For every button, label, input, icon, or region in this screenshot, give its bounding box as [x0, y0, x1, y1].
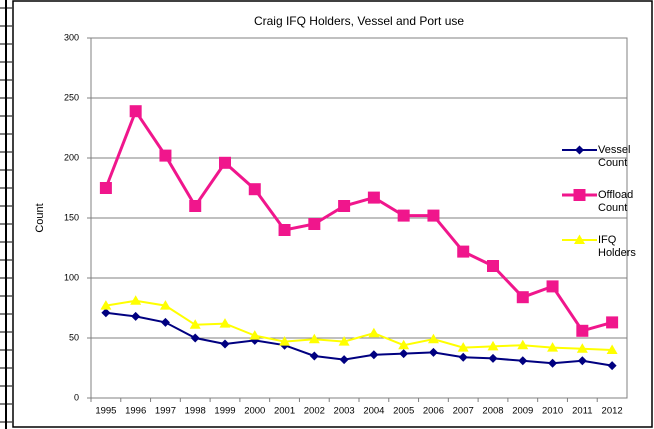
point [458, 352, 468, 362]
point [308, 218, 321, 230]
point [279, 336, 291, 346]
y-tick-label: 250 [64, 92, 79, 102]
chart-title: Craig IFQ Holders, Vessel and Port use [254, 14, 464, 28]
x-tick-label: 2010 [542, 406, 563, 417]
point [397, 209, 410, 222]
x-tick-label: 2002 [304, 406, 325, 417]
point [399, 349, 409, 359]
x-tick-label: 2005 [393, 406, 414, 417]
point [160, 317, 170, 327]
legend-label: Offload Count [598, 189, 634, 214]
point [428, 347, 438, 357]
point [547, 342, 559, 352]
x-tick-label: 1997 [155, 406, 176, 417]
point [338, 336, 350, 346]
point [548, 358, 558, 368]
point [100, 300, 112, 310]
point [369, 350, 379, 360]
point [278, 224, 291, 236]
point [576, 324, 589, 337]
point [457, 342, 469, 352]
x-tick-label: 2008 [482, 406, 503, 417]
point [457, 245, 470, 258]
point [130, 295, 142, 305]
legend-label: IFQ Holders [598, 234, 636, 259]
point [573, 189, 586, 201]
point [101, 308, 111, 318]
x-tick-label: 2004 [363, 406, 384, 417]
y-tick-label: 100 [64, 272, 79, 282]
point [367, 191, 380, 204]
point [427, 333, 439, 344]
point [189, 319, 201, 329]
edge-ticks [0, 7, 12, 423]
x-tick-label: 2006 [423, 406, 444, 417]
point [488, 353, 498, 363]
x-tick-label: 1999 [214, 406, 235, 417]
point [249, 330, 261, 340]
point [219, 318, 231, 328]
point [427, 209, 440, 222]
point [517, 339, 529, 350]
x-tick-label: 2009 [512, 406, 533, 417]
point [546, 280, 559, 293]
x-tick-label: 2003 [334, 406, 355, 417]
point [190, 333, 200, 343]
x-tick-label: 2007 [453, 406, 474, 417]
series-line [105, 299, 613, 351]
point [339, 355, 349, 365]
series-line [105, 311, 613, 367]
point [518, 356, 528, 366]
point [606, 316, 619, 329]
legend-label: Vessel Count [598, 144, 631, 169]
y-tick-label: 50 [69, 332, 79, 342]
x-tick-label: 2001 [274, 406, 295, 417]
point [309, 351, 319, 361]
point [131, 311, 141, 321]
point [606, 344, 618, 354]
y-tick-label: 300 [64, 32, 79, 42]
y-tick-label: 0 [74, 392, 79, 402]
point [189, 200, 202, 212]
point [577, 356, 587, 366]
x-tick-label: 2012 [602, 406, 623, 417]
point [516, 291, 529, 304]
point [575, 145, 584, 155]
point [368, 327, 380, 338]
x-tick-label: 1996 [125, 406, 146, 417]
point [487, 260, 499, 272]
point [159, 149, 172, 162]
y-axis-label: Count [34, 203, 46, 232]
x-tick-label: 2000 [244, 406, 265, 417]
point [220, 339, 230, 349]
x-tick-label: 1998 [185, 406, 206, 417]
point [308, 333, 320, 344]
point [576, 343, 588, 353]
point [99, 182, 112, 194]
y-tick-label: 150 [64, 212, 79, 222]
point [607, 361, 617, 371]
x-tick-label: 1995 [95, 406, 116, 417]
point [574, 234, 585, 244]
y-tick-label: 200 [64, 152, 79, 162]
point [487, 340, 499, 351]
point [219, 156, 231, 169]
point [338, 200, 351, 212]
point [248, 183, 261, 196]
point [398, 339, 410, 350]
x-tick-label: 2011 [572, 406, 592, 417]
point [129, 105, 142, 118]
point [159, 300, 171, 310]
